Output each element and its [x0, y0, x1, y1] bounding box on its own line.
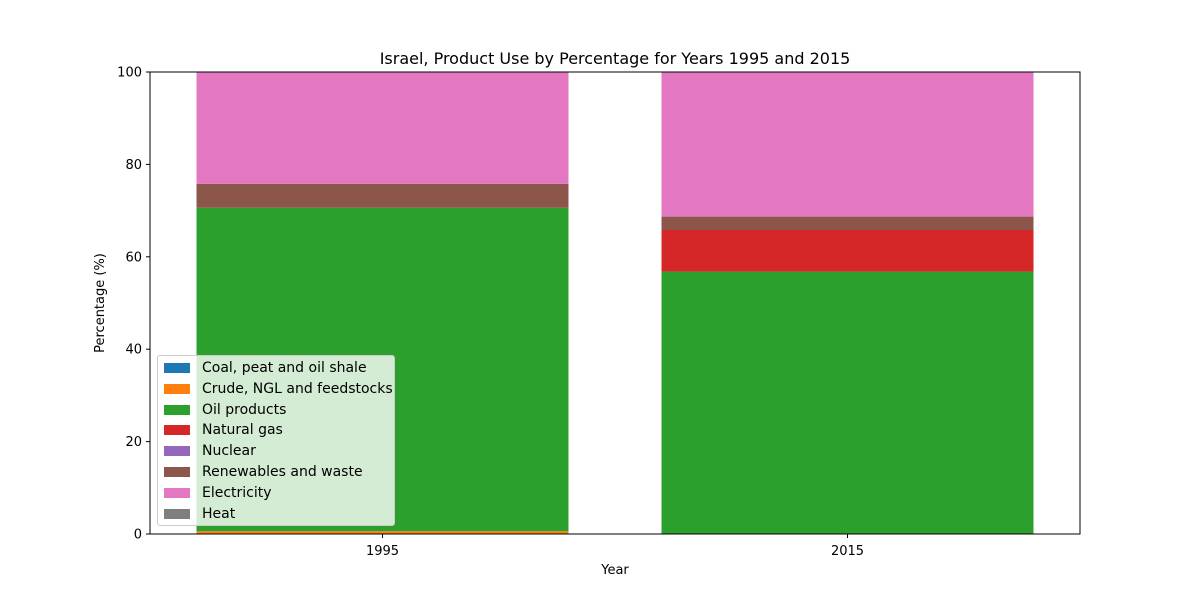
y-tick-label: 0	[134, 528, 142, 543]
bar-segment-2015-oil-products	[661, 271, 1034, 534]
legend-swatch	[164, 363, 190, 373]
legend-swatch	[164, 446, 190, 457]
x-tick-label: 1995	[366, 544, 399, 559]
bar-segment-1995-renewables-and-waste	[196, 183, 569, 208]
legend-swatch	[164, 487, 190, 498]
y-tick-label: 40	[125, 343, 142, 358]
legend-swatch	[164, 383, 190, 394]
legend: Coal, peat and oil shale Crude, NGL and f…	[157, 355, 395, 526]
bar-segment-1995-electricity	[196, 72, 569, 184]
legend-swatch	[164, 467, 190, 477]
x-axis: 1995 2015	[366, 534, 864, 559]
bars-layer	[196, 72, 1034, 534]
legend-swatch	[164, 404, 190, 415]
bar-segment-2015-electricity	[661, 72, 1034, 217]
legend-item: Heat	[164, 504, 235, 524]
legend-swatch	[164, 425, 190, 436]
legend-item: Crude, NGL and feedstocks	[164, 379, 393, 399]
x-tick-label: 2015	[831, 544, 864, 559]
y-tick-label: 100	[117, 66, 142, 81]
legend-label: Crude, NGL and feedstocks	[202, 380, 393, 397]
legend-item: Coal, peat and oil shale	[164, 358, 367, 378]
legend-item: Natural gas	[164, 420, 283, 440]
legend-label: Heat	[202, 505, 236, 522]
legend-item: Oil products	[164, 400, 286, 420]
x-axis-label: Year	[600, 563, 629, 578]
y-axis-label: Percentage (%)	[93, 253, 108, 353]
y-tick-label: 80	[125, 158, 142, 173]
legend-label: Electricity	[202, 484, 272, 501]
legend-label: Renewables and waste	[202, 464, 363, 480]
legend-label: Oil products	[202, 401, 287, 418]
y-tick-label: 60	[125, 250, 142, 265]
bar-segment-2015-renewables-and-waste	[661, 216, 1034, 231]
legend-label: Nuclear	[202, 443, 256, 460]
legend-item: Nuclear	[164, 441, 256, 461]
y-tick-label: 20	[125, 435, 142, 450]
plot-frame	[149, 71, 1081, 535]
bar-segment-2015-natural-gas	[661, 230, 1034, 272]
legend-swatch	[164, 508, 190, 519]
legend-item: Electricity	[164, 483, 272, 503]
y-axis: 0 20 40 60 80 100	[117, 66, 150, 543]
bar-segment-1995-crude-ngl-and-feedstocks	[196, 531, 569, 534]
legend-label: Coal, peat and oil shale	[202, 360, 367, 376]
chart-title: Israel, Product Use by Percentage for Ye…	[380, 49, 851, 68]
legend-item: Renewables and waste	[164, 462, 363, 482]
legend-label: Natural gas	[202, 422, 283, 439]
